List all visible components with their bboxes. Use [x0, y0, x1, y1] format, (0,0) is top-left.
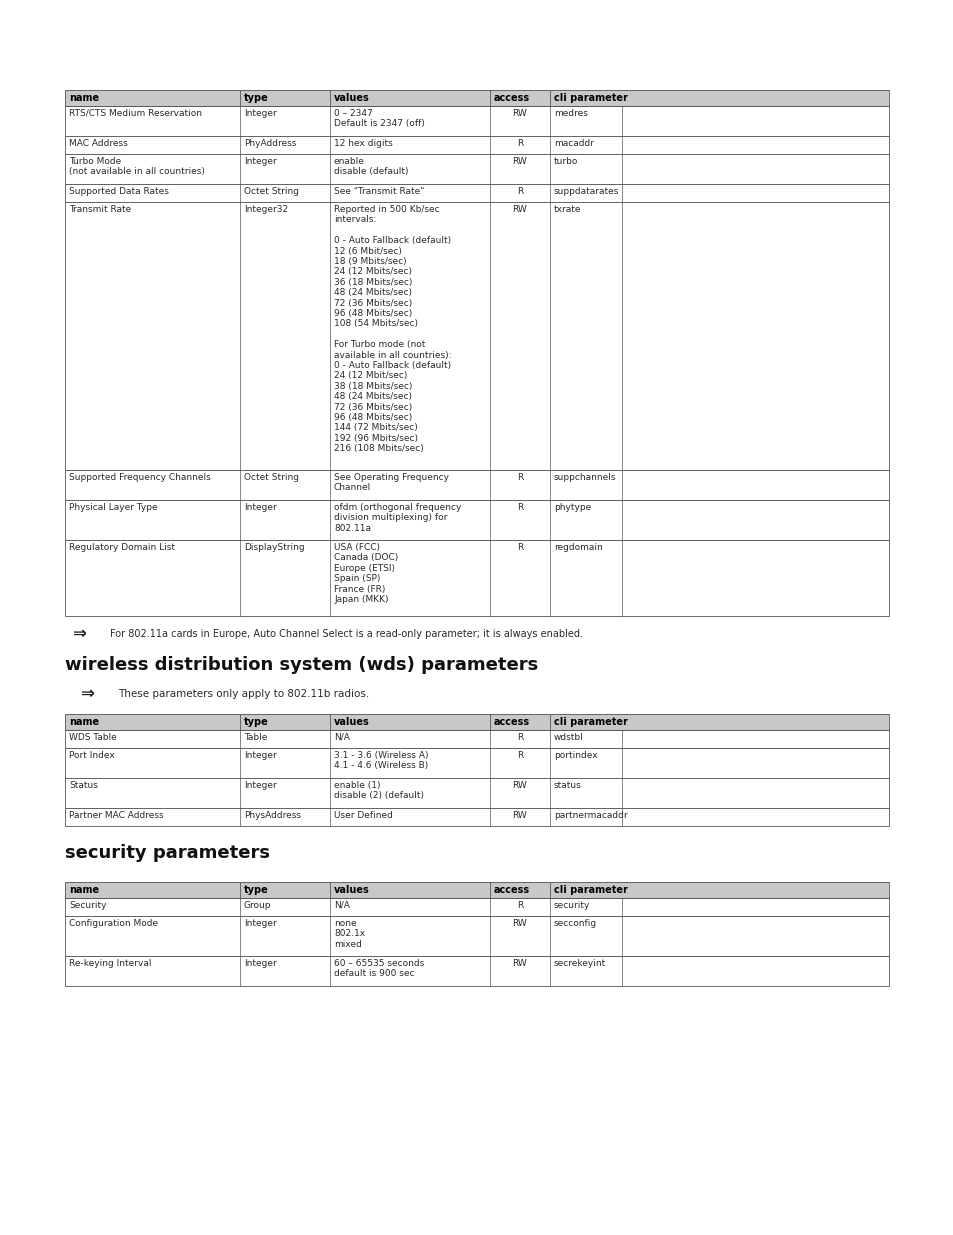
Text: type: type — [244, 718, 269, 727]
Text: RW: RW — [512, 109, 527, 119]
Text: Integer: Integer — [244, 751, 276, 760]
Text: type: type — [244, 93, 269, 103]
Text: See "Transmit Rate": See "Transmit Rate" — [334, 186, 424, 196]
Text: R: R — [517, 902, 522, 910]
Text: suppchannels: suppchannels — [554, 473, 616, 482]
Text: Integer: Integer — [244, 109, 276, 119]
Text: security: security — [554, 902, 590, 910]
Text: name: name — [69, 885, 99, 895]
Text: secconfig: secconfig — [554, 919, 597, 927]
Bar — [65, 714, 888, 730]
Bar — [65, 90, 888, 106]
Text: wdstbl: wdstbl — [554, 734, 583, 742]
Text: ofdm (orthogonal frequency
division multiplexing) for
802.11a: ofdm (orthogonal frequency division mult… — [334, 503, 461, 532]
Text: R: R — [517, 751, 522, 760]
Text: R: R — [517, 503, 522, 513]
Bar — [65, 730, 888, 748]
Text: Turbo Mode
(not available in all countries): Turbo Mode (not available in all countri… — [69, 157, 205, 177]
Text: partnermacaddr: partnermacaddr — [554, 811, 627, 820]
Text: wireless distribution system (wds) parameters: wireless distribution system (wds) param… — [65, 656, 537, 674]
Bar — [65, 882, 888, 898]
Text: RW: RW — [512, 919, 527, 927]
Text: R: R — [517, 186, 522, 196]
Text: Supported Data Rates: Supported Data Rates — [69, 186, 169, 196]
Text: R: R — [517, 473, 522, 482]
Text: RW: RW — [512, 781, 527, 790]
Text: N/A: N/A — [334, 902, 350, 910]
Text: USA (FCC)
Canada (DOC)
Europe (ETSI)
Spain (SP)
France (FR)
Japan (MKK): USA (FCC) Canada (DOC) Europe (ETSI) Spa… — [334, 543, 397, 604]
Text: RW: RW — [512, 960, 527, 968]
Text: MAC Address: MAC Address — [69, 140, 128, 148]
Text: Group: Group — [244, 902, 272, 910]
Text: See Operating Frequency
Channel: See Operating Frequency Channel — [334, 473, 449, 493]
Text: security parameters: security parameters — [65, 844, 270, 862]
Text: Security: Security — [69, 902, 107, 910]
Text: Supported Frequency Channels: Supported Frequency Channels — [69, 473, 211, 482]
Bar — [65, 898, 888, 916]
Text: medres: medres — [554, 109, 587, 119]
Text: values: values — [334, 718, 370, 727]
Text: name: name — [69, 718, 99, 727]
Text: Integer: Integer — [244, 503, 276, 513]
Bar — [65, 956, 888, 986]
Text: Octet String: Octet String — [244, 186, 298, 196]
Text: Configuration Mode: Configuration Mode — [69, 919, 158, 927]
Text: txrate: txrate — [554, 205, 581, 214]
Text: Reported in 500 Kb/sec
intervals:

0 - Auto Fallback (default)
12 (6 Mbit/sec)
1: Reported in 500 Kb/sec intervals: 0 - Au… — [334, 205, 451, 453]
Text: cli parameter: cli parameter — [554, 885, 627, 895]
Text: secrekeyint: secrekeyint — [554, 960, 605, 968]
Text: cli parameter: cli parameter — [554, 93, 627, 103]
Text: RW: RW — [512, 157, 527, 165]
Text: Integer: Integer — [244, 919, 276, 927]
Bar — [65, 916, 888, 956]
Text: RW: RW — [512, 811, 527, 820]
Text: Re-keying Interval: Re-keying Interval — [69, 960, 152, 968]
Bar — [65, 106, 888, 136]
Text: portindex: portindex — [554, 751, 597, 760]
Bar — [65, 748, 888, 778]
Text: N/A: N/A — [334, 734, 350, 742]
Text: Regulatory Domain List: Regulatory Domain List — [69, 543, 174, 552]
Text: DisplayString: DisplayString — [244, 543, 304, 552]
Bar — [65, 136, 888, 154]
Text: Partner MAC Address: Partner MAC Address — [69, 811, 164, 820]
Text: PhyAddress: PhyAddress — [244, 140, 296, 148]
Text: R: R — [517, 543, 522, 552]
Bar — [65, 778, 888, 808]
Text: enable (1)
disable (2) (default): enable (1) disable (2) (default) — [334, 781, 423, 800]
Text: macaddr: macaddr — [554, 140, 594, 148]
Text: cli parameter: cli parameter — [554, 718, 627, 727]
Text: Integer: Integer — [244, 157, 276, 165]
Text: Physical Layer Type: Physical Layer Type — [69, 503, 157, 513]
Text: R: R — [517, 734, 522, 742]
Text: phytype: phytype — [554, 503, 591, 513]
Text: ⇒: ⇒ — [71, 625, 86, 643]
Text: regdomain: regdomain — [554, 543, 602, 552]
Text: ⇒: ⇒ — [80, 685, 93, 703]
Bar — [65, 203, 888, 471]
Text: access: access — [494, 718, 530, 727]
Text: name: name — [69, 93, 99, 103]
Text: Transmit Rate: Transmit Rate — [69, 205, 132, 214]
Text: RW: RW — [512, 205, 527, 214]
Text: 3.1 - 3.6 (Wireless A)
4.1 - 4.6 (Wireless B): 3.1 - 3.6 (Wireless A) 4.1 - 4.6 (Wirele… — [334, 751, 428, 771]
Text: 0 – 2347
Default is 2347 (off): 0 – 2347 Default is 2347 (off) — [334, 109, 424, 128]
Text: values: values — [334, 885, 370, 895]
Text: enable
disable (default): enable disable (default) — [334, 157, 408, 177]
Bar — [65, 540, 888, 616]
Text: Table: Table — [244, 734, 267, 742]
Bar — [65, 882, 888, 898]
Bar — [65, 184, 888, 203]
Text: Integer32: Integer32 — [244, 205, 288, 214]
Text: Integer: Integer — [244, 960, 276, 968]
Bar — [65, 808, 888, 826]
Text: Status: Status — [69, 781, 98, 790]
Text: suppdatarates: suppdatarates — [554, 186, 618, 196]
Text: none
802.1x
mixed: none 802.1x mixed — [334, 919, 365, 948]
Text: These parameters only apply to 802.11b radios.: These parameters only apply to 802.11b r… — [118, 689, 369, 699]
Text: For 802.11a cards in Europe, Auto Channel Select is a read-only parameter; it is: For 802.11a cards in Europe, Auto Channe… — [110, 629, 582, 638]
Text: Integer: Integer — [244, 781, 276, 790]
Text: R: R — [517, 140, 522, 148]
Text: 12 hex digits: 12 hex digits — [334, 140, 393, 148]
Text: values: values — [334, 93, 370, 103]
